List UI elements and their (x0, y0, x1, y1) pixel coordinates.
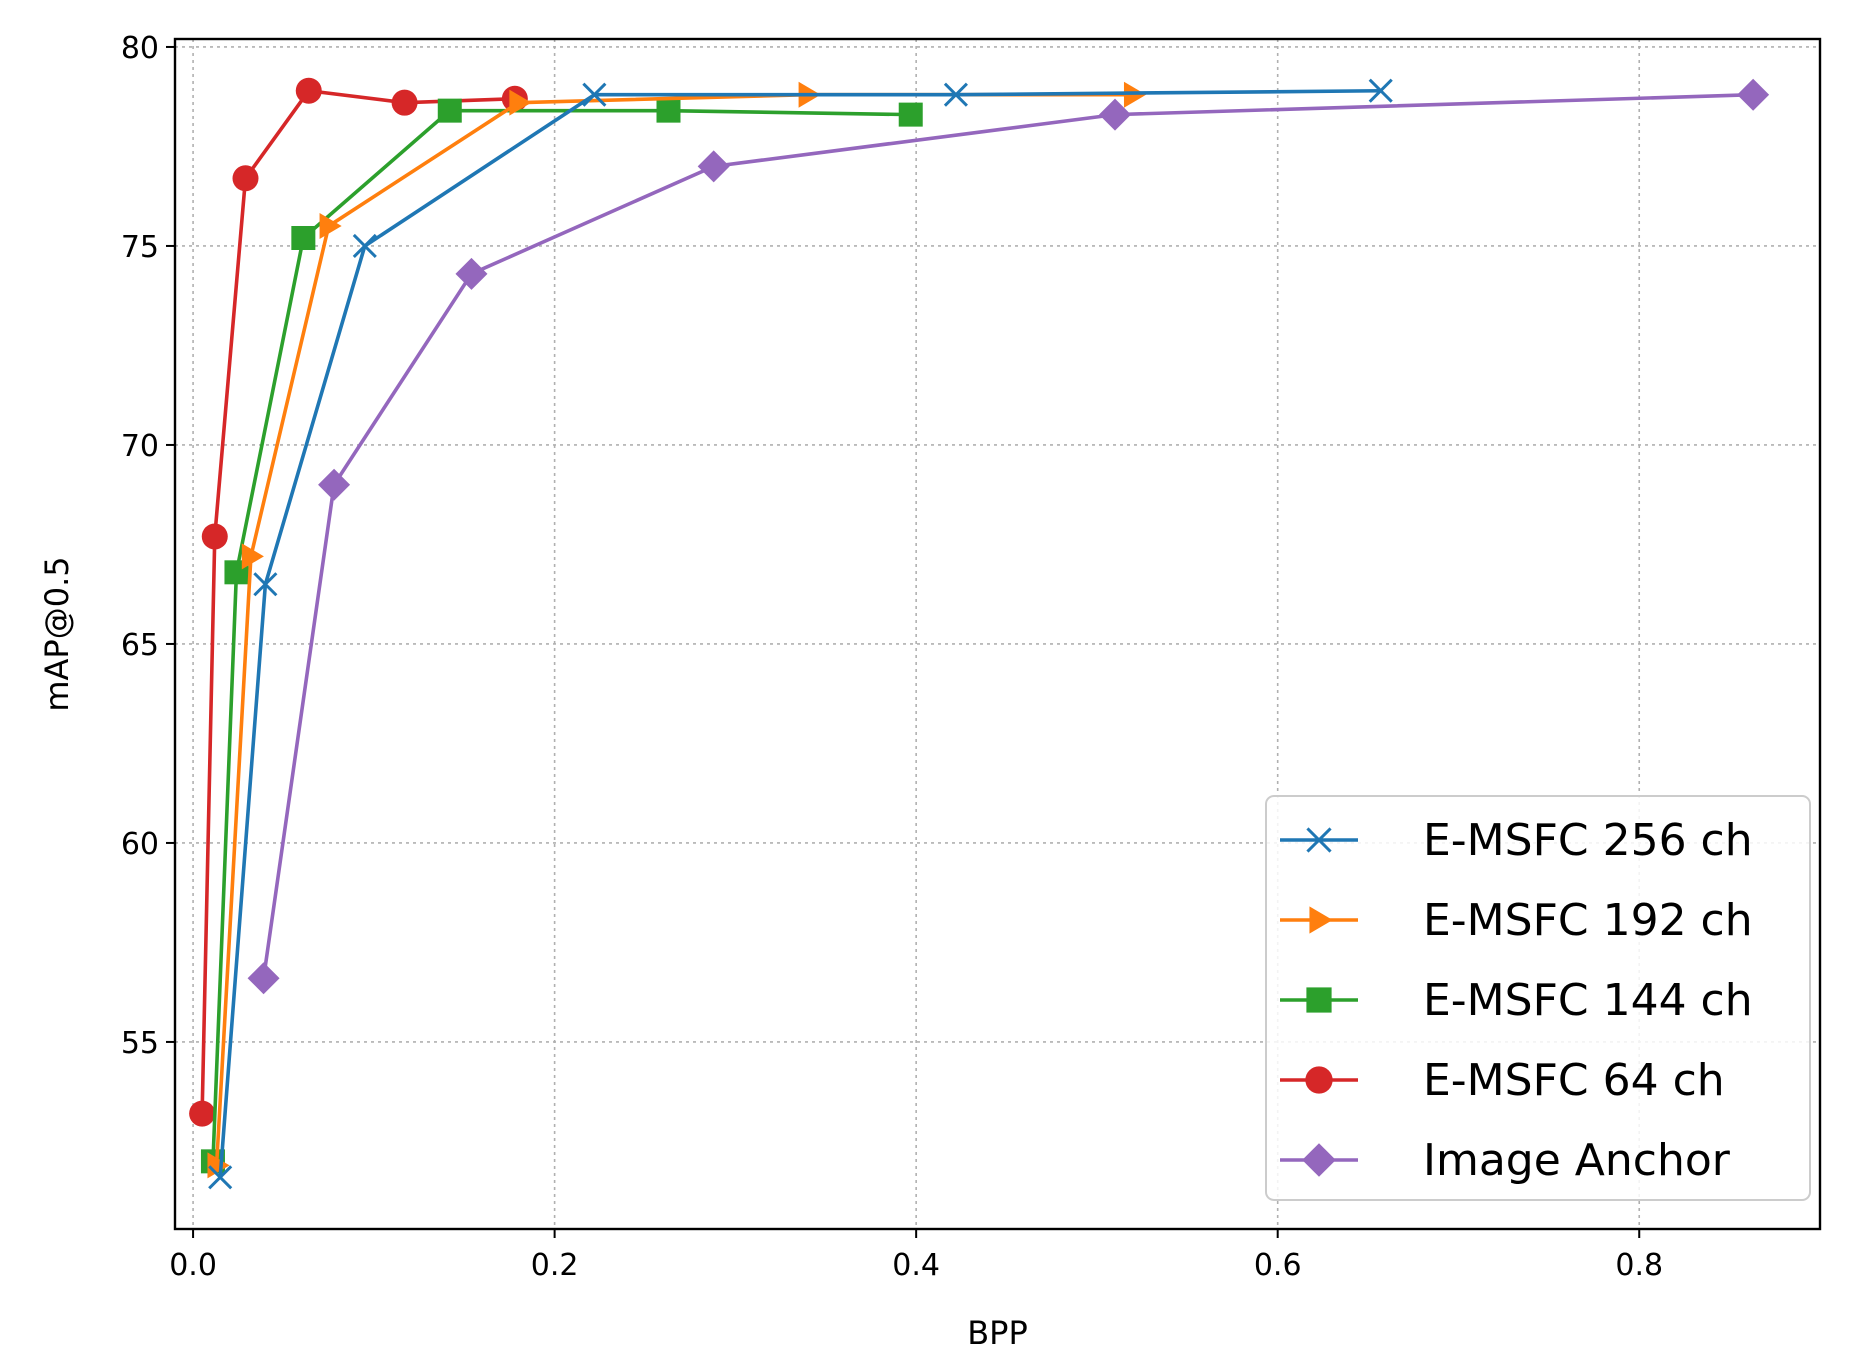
data-point (208, 1165, 233, 1190)
y-tick-label: 70 (121, 429, 159, 464)
legend-item: Image Anchor (1280, 1135, 1731, 1186)
data-point (437, 98, 462, 123)
data-point (455, 257, 488, 290)
y-axis-title: mAP@0.5 (38, 556, 76, 711)
data-point (318, 468, 351, 501)
data-point (582, 82, 607, 107)
series-3 (189, 77, 528, 1127)
series-line (200, 88, 515, 1114)
data-point (201, 523, 228, 550)
series-2 (200, 98, 923, 1174)
series-0 (208, 78, 1393, 1190)
legend-marker (1302, 1143, 1336, 1177)
series-line (261, 92, 1754, 979)
data-point (189, 1100, 216, 1127)
y-tick-label: 60 (121, 827, 159, 862)
x-tick-label: 0.4 (892, 1248, 940, 1283)
legend: E-MSFC 256 ch E-MSFC 192 ch E-MSFC 144 ch E… (1265, 795, 1811, 1201)
y-tick-label: 65 (121, 628, 159, 663)
legend-marker (1309, 906, 1333, 934)
data-point (232, 165, 259, 192)
series-line (211, 108, 911, 1162)
data-point (1737, 78, 1770, 111)
legend-label: E-MSFC 192 ch (1423, 895, 1753, 946)
data-point (247, 962, 280, 995)
plot-frame (173, 37, 1822, 1231)
axis-ticks: 0.0 0.2 0.4 0.6 0.8 55 60 65 70 75 80 (121, 31, 1663, 1283)
data-point (898, 102, 923, 127)
x-axis-title: BPP (967, 1314, 1028, 1352)
x-tick-label: 0.8 (1615, 1248, 1663, 1283)
data-point (509, 89, 532, 116)
data-point (697, 150, 730, 183)
data-point (1099, 98, 1131, 131)
data-point (656, 98, 681, 123)
x-tick-label: 0.2 (531, 1248, 579, 1283)
data-point (291, 225, 316, 250)
legend-marker (1305, 1066, 1333, 1094)
legend-item: E-MSFC 64 ch (1280, 1055, 1725, 1106)
y-tick-label: 55 (121, 1026, 159, 1061)
data-point (352, 233, 377, 259)
series-layer (189, 77, 1770, 1190)
data-point (1368, 78, 1393, 103)
data-point (319, 213, 342, 240)
series-1 (207, 81, 1147, 1179)
legend-item: E-MSFC 192 ch (1280, 895, 1753, 946)
series-4 (247, 78, 1770, 995)
data-point (241, 543, 264, 570)
data-point (253, 572, 278, 597)
legend-label: E-MSFC 256 ch (1423, 815, 1753, 866)
x-tick-label: 0.0 (169, 1248, 217, 1283)
legend-label: E-MSFC 64 ch (1423, 1055, 1725, 1106)
legend-label: Image Anchor (1423, 1135, 1731, 1186)
y-tick-label: 80 (121, 31, 159, 66)
legend-box (1265, 795, 1811, 1201)
legend-marker (1306, 827, 1332, 853)
legend-label: E-MSFC 144 ch (1423, 975, 1753, 1026)
x-tick-label: 0.6 (1254, 1248, 1302, 1283)
grid (175, 39, 1820, 1229)
legend-item: E-MSFC 256 ch (1280, 815, 1753, 866)
data-point (943, 82, 968, 107)
data-point (391, 89, 418, 116)
y-tick-label: 75 (121, 230, 159, 265)
legend-marker (1306, 987, 1332, 1013)
series-line (218, 88, 1381, 1178)
data-point (295, 77, 322, 104)
legend-item: E-MSFC 144 ch (1280, 975, 1753, 1026)
